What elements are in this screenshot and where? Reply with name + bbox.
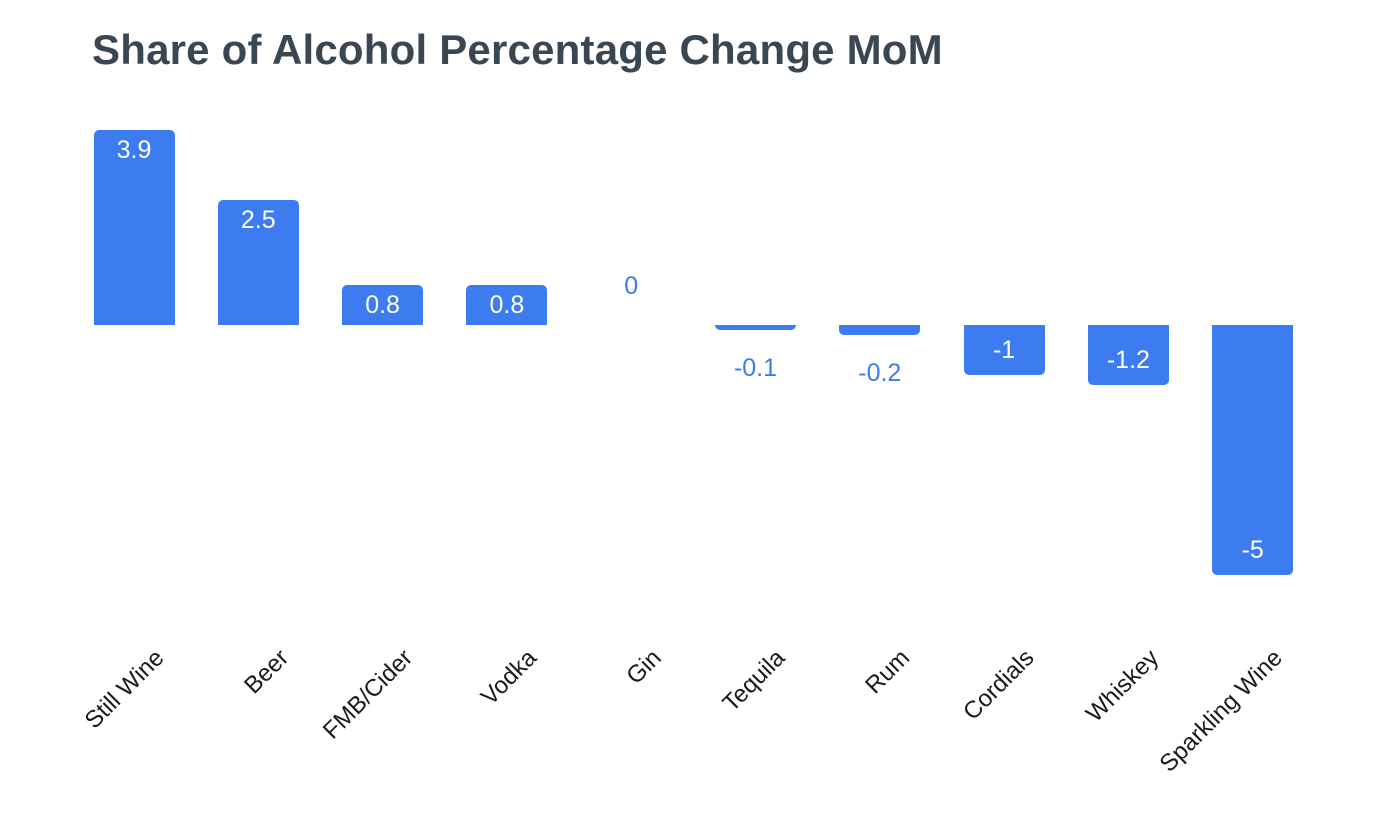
bar-value-label: -0.2 bbox=[858, 359, 902, 387]
x-axis-label-sparkling-wine: Sparkling Wine bbox=[1154, 644, 1289, 778]
chart-title: Share of Alcohol Percentage Change MoM bbox=[92, 26, 943, 73]
bar-tequila[interactable] bbox=[715, 325, 796, 330]
x-axis-label-whiskey: Whiskey bbox=[1080, 644, 1164, 728]
bar-rum[interactable] bbox=[839, 325, 921, 335]
x-axis-label-still-wine: Still Wine bbox=[79, 644, 170, 735]
bar-value-label: 2.5 bbox=[240, 206, 276, 234]
bar-value-label: -5 bbox=[1241, 536, 1264, 564]
bar-fmb-cider[interactable] bbox=[342, 285, 424, 325]
bar-value-label: 3.9 bbox=[116, 136, 152, 164]
bar-whiskey[interactable] bbox=[1087, 325, 1169, 385]
bar-value-label: -1 bbox=[992, 336, 1016, 364]
x-axis-label-cordials: Cordials bbox=[958, 644, 1040, 726]
x-axis-label-rum: Rum bbox=[860, 644, 916, 700]
bar-sparkling-wine[interactable] bbox=[1212, 325, 1294, 575]
x-axis-label-beer: Beer bbox=[238, 644, 294, 700]
x-axis-label-vodka: Vodka bbox=[476, 644, 543, 711]
bar-cordials[interactable] bbox=[963, 325, 1045, 375]
bar-value-label: -0.1 bbox=[733, 354, 778, 382]
x-axis-label-gin: Gin bbox=[621, 644, 667, 690]
x-axis-label-tequila: Tequila bbox=[718, 644, 791, 718]
x-axis-label-fmb-cider: FMB/Cider bbox=[317, 644, 418, 745]
bar-still-wine[interactable] bbox=[93, 130, 175, 325]
bar-vodka[interactable] bbox=[466, 285, 548, 325]
bar-beer[interactable] bbox=[217, 200, 299, 325]
bar-value-label: 0.8 bbox=[365, 291, 400, 319]
bar-value-label: -1.2 bbox=[1106, 346, 1150, 374]
bar-value-label: 0 bbox=[624, 272, 639, 300]
bar-value-label: 0.8 bbox=[489, 291, 525, 319]
